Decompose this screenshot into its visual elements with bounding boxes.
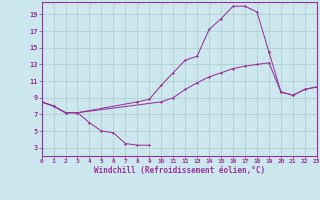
X-axis label: Windchill (Refroidissement éolien,°C): Windchill (Refroidissement éolien,°C): [94, 166, 265, 175]
